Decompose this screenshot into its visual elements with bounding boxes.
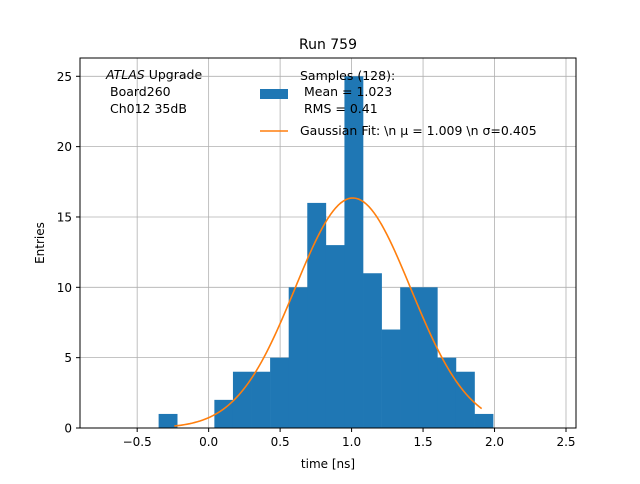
legend: Samples (128): Mean = 1.023 RMS = 0.41 G… <box>260 68 537 138</box>
histogram-bar <box>325 245 345 428</box>
x-tick-label: −0.5 <box>123 435 152 449</box>
histogram-bar <box>344 76 364 428</box>
histogram-bar <box>400 287 420 428</box>
legend-hist-swatch <box>260 89 288 99</box>
x-tick-label: 1.5 <box>414 435 433 449</box>
y-axis-label: Entries <box>33 222 47 264</box>
legend-hist-title: Samples (128): <box>300 68 395 83</box>
gaussian-fit <box>174 197 483 427</box>
x-axis-ticks: −0.5 0.0 0.5 1.0 1.5 2.0 2.5 <box>123 428 576 449</box>
y-tick-label: 25 <box>57 70 72 84</box>
histogram-bar <box>307 202 327 428</box>
gaussian-fit-line <box>174 197 483 427</box>
y-tick-label: 0 <box>64 422 72 436</box>
plot-frame <box>79 57 577 429</box>
annotation-line-1: ATLAS Upgrade <box>105 67 202 82</box>
atlas-annotation: ATLAS Upgrade Board260 Ch012 35dB <box>105 67 202 116</box>
y-tick-label: 10 <box>57 281 72 295</box>
y-axis-ticks: 0 5 10 15 20 25 <box>57 70 80 436</box>
y-tick-label: 5 <box>64 351 72 365</box>
annotation-upgrade: Upgrade <box>145 67 203 82</box>
histogram-bars <box>158 76 494 428</box>
x-axis-label: time [ns] <box>301 457 355 471</box>
histogram-bar <box>455 371 475 428</box>
annotation-channel: Ch012 35dB <box>110 101 187 116</box>
annotation-atlas: ATLAS <box>105 67 145 82</box>
histogram-bar <box>474 413 494 428</box>
x-tick-label: 0.5 <box>271 435 290 449</box>
histogram-bar <box>214 399 234 428</box>
histogram-bar <box>418 287 438 428</box>
histogram-bar <box>288 287 308 428</box>
histogram-bar <box>158 413 178 428</box>
x-tick-label: 2.0 <box>485 435 504 449</box>
x-tick-label: 1.0 <box>342 435 361 449</box>
histogram-bar <box>363 273 382 428</box>
annotation-board: Board260 <box>110 84 171 99</box>
histogram-bar <box>251 371 271 428</box>
legend-fit-label: Gaussian Fit: \n μ = 1.009 \n σ=0.405 <box>300 123 537 138</box>
histogram-bar <box>232 371 252 428</box>
histogram-bar <box>270 357 289 428</box>
histogram-bar <box>381 329 401 428</box>
histogram-bar <box>437 357 457 428</box>
legend-hist-rms: RMS = 0.41 <box>304 101 378 116</box>
x-tick-label: 0.0 <box>199 435 218 449</box>
x-tick-label: 2.5 <box>556 435 575 449</box>
y-tick-label: 20 <box>57 140 72 154</box>
legend-hist-mean: Mean = 1.023 <box>304 84 392 99</box>
y-tick-label: 15 <box>57 210 72 224</box>
chart-title: Run 759 <box>299 37 357 53</box>
